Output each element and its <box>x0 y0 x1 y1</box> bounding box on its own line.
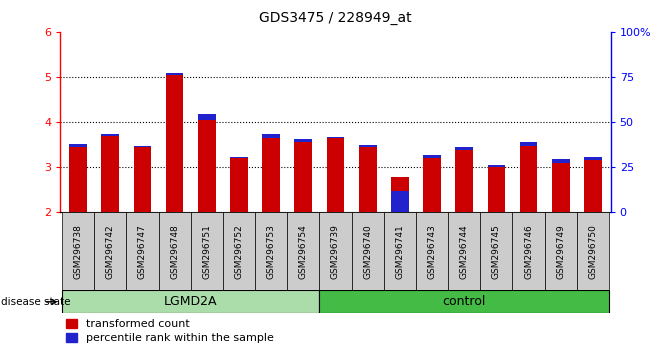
Bar <box>62 212 94 290</box>
Bar <box>513 212 545 290</box>
Text: GSM296741: GSM296741 <box>395 224 405 279</box>
Bar <box>198 114 215 120</box>
Bar <box>359 147 376 212</box>
Text: GSM296740: GSM296740 <box>363 224 372 279</box>
Bar <box>423 158 441 212</box>
Text: GSM296751: GSM296751 <box>202 224 211 279</box>
Bar <box>488 167 505 212</box>
Bar <box>391 177 409 191</box>
Text: GSM296747: GSM296747 <box>138 224 147 279</box>
Bar <box>423 155 441 158</box>
Text: GSM296744: GSM296744 <box>460 224 469 279</box>
Bar <box>384 212 416 290</box>
Bar <box>94 212 126 290</box>
Bar <box>319 212 352 290</box>
Bar <box>584 157 602 160</box>
Bar <box>230 158 248 212</box>
Bar <box>69 147 87 212</box>
Bar <box>295 139 312 142</box>
Bar <box>520 142 537 145</box>
Text: GSM296746: GSM296746 <box>524 224 533 279</box>
Bar <box>319 290 609 313</box>
Bar <box>101 134 119 136</box>
Bar <box>327 137 344 138</box>
Bar <box>166 75 183 212</box>
Bar <box>230 157 248 158</box>
Bar <box>262 134 280 138</box>
Bar <box>191 212 223 290</box>
Bar <box>416 212 448 290</box>
Bar <box>223 212 255 290</box>
Text: GSM296749: GSM296749 <box>556 224 565 279</box>
Text: GSM296739: GSM296739 <box>331 224 340 279</box>
Bar <box>262 138 280 212</box>
Bar <box>448 212 480 290</box>
Text: GSM296752: GSM296752 <box>234 224 244 279</box>
Text: GSM296750: GSM296750 <box>588 224 597 279</box>
Bar <box>391 177 409 212</box>
Bar <box>488 165 505 167</box>
Bar <box>295 142 312 212</box>
Bar <box>456 147 473 150</box>
Bar <box>480 212 513 290</box>
Bar <box>126 212 158 290</box>
Text: GSM296753: GSM296753 <box>266 224 276 279</box>
Bar <box>198 120 215 212</box>
Text: GSM296745: GSM296745 <box>492 224 501 279</box>
Text: GSM296738: GSM296738 <box>74 224 83 279</box>
Bar <box>391 191 409 212</box>
Bar <box>255 212 287 290</box>
Bar <box>552 159 570 163</box>
Bar <box>158 212 191 290</box>
Bar <box>69 144 87 147</box>
Text: GSM296748: GSM296748 <box>170 224 179 279</box>
Text: GSM296743: GSM296743 <box>427 224 437 279</box>
Bar <box>584 160 602 212</box>
Bar <box>545 212 577 290</box>
Bar <box>166 73 183 75</box>
Legend: transformed count, percentile rank within the sample: transformed count, percentile rank withi… <box>66 319 274 343</box>
Bar <box>101 136 119 212</box>
Bar <box>287 212 319 290</box>
Text: disease state: disease state <box>1 297 70 307</box>
Bar <box>359 145 376 147</box>
Text: LGMD2A: LGMD2A <box>164 295 217 308</box>
Bar <box>577 212 609 290</box>
Bar <box>352 212 384 290</box>
Bar <box>62 290 319 313</box>
Bar <box>552 163 570 212</box>
Bar <box>520 145 537 212</box>
Text: GSM296742: GSM296742 <box>106 224 115 279</box>
Text: control: control <box>442 295 486 308</box>
Bar <box>134 145 151 147</box>
Bar <box>456 150 473 212</box>
Bar <box>327 138 344 212</box>
Text: GSM296754: GSM296754 <box>299 224 308 279</box>
Bar <box>134 147 151 212</box>
Text: GDS3475 / 228949_at: GDS3475 / 228949_at <box>259 11 412 25</box>
